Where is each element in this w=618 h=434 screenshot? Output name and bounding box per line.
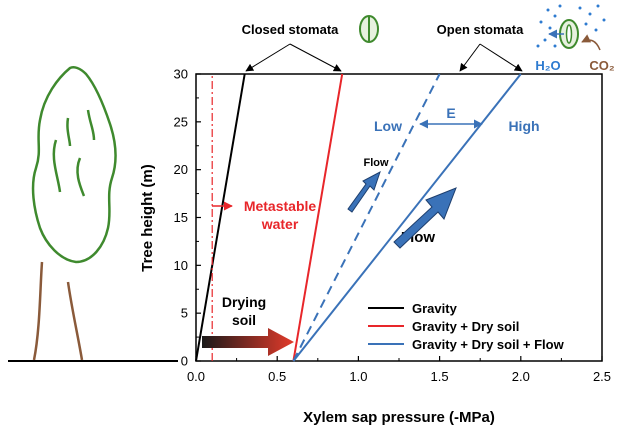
- open-stomata-label: Open stomata: [437, 22, 524, 37]
- legend-label: Gravity + Dry soil: [412, 319, 519, 334]
- legend: Gravity Gravity + Dry soil Gravity + Dry s…: [368, 301, 565, 352]
- drying-soil-label-line2: soil: [232, 312, 256, 328]
- water-vapor-dots-icon: [536, 4, 606, 48]
- tree-branch: [66, 117, 72, 147]
- tree-crown: [31, 66, 117, 264]
- open-stomata-icon: [559, 19, 579, 49]
- closed-stomata-arrow: [289, 43, 342, 72]
- h2o-label: H₂O: [535, 58, 560, 73]
- legend-label: Gravity: [412, 301, 458, 316]
- tree-trunk: [66, 281, 84, 361]
- metastable-label-line2: water: [261, 216, 299, 232]
- series-layer: [195, 73, 522, 362]
- closed-stomata-arrow: [245, 43, 291, 72]
- tree-branch: [86, 109, 96, 141]
- x-axis-label: Xylem sap pressure (-MPa): [303, 409, 495, 426]
- y-tick-label: 0: [181, 354, 188, 369]
- axis-tick-labels: 0.0 0.5 1.0 1.5 2.0 2.5 0 5 10 15 20 25 30: [174, 67, 612, 385]
- x-tick-label: 2.5: [593, 369, 611, 384]
- flow-small-arrow-icon: [347, 170, 381, 213]
- x-tick-label: 1.0: [349, 369, 367, 384]
- co2-label: CO₂: [589, 58, 615, 73]
- tree-trunk: [32, 261, 44, 361]
- legend-label: Gravity + Dry soil + Flow: [412, 337, 565, 352]
- series-line-3: [292, 73, 441, 362]
- y-tick-label: 25: [174, 114, 188, 129]
- y-tick-label: 30: [174, 67, 188, 82]
- drying-soil-arrow-icon: [202, 328, 294, 356]
- tree-branch: [52, 139, 62, 193]
- flow-small-label: Flow: [363, 157, 388, 169]
- low-label: Low: [374, 118, 402, 134]
- series-line-1: [292, 73, 344, 362]
- y-axis-label: Tree height (m): [139, 164, 156, 272]
- stomata-annotations: Closed stomata Open stomata H₂O CO₂: [242, 4, 615, 73]
- tree-illustration: [8, 66, 178, 362]
- plot-annotations: Low High E Flow Flow Metastable water Dr…: [202, 105, 540, 356]
- x-tick-label: 2.0: [512, 369, 530, 384]
- closed-stomata-icon: [359, 15, 379, 43]
- series-line-0: [195, 73, 246, 362]
- x-tick-label: 0.0: [187, 369, 205, 384]
- y-tick-label: 5: [181, 306, 188, 321]
- co2-arrow: [581, 34, 601, 51]
- tree-branch: [76, 157, 86, 197]
- high-label: High: [508, 118, 539, 134]
- y-tick-label: 15: [174, 210, 188, 225]
- open-stomata-arrow: [459, 43, 481, 72]
- x-tick-label: 0.5: [268, 369, 286, 384]
- closed-stomata-label: Closed stomata: [242, 22, 340, 37]
- drying-soil-label-line1: Drying: [222, 294, 266, 310]
- open-stomata-arrow: [479, 43, 523, 72]
- x-tick-label: 1.5: [431, 369, 449, 384]
- series-line-2: [292, 73, 522, 362]
- y-tick-label: 10: [174, 258, 188, 273]
- axis-ticks: [195, 73, 603, 362]
- y-tick-label: 20: [174, 162, 188, 177]
- evaporation-label: E: [446, 105, 455, 121]
- flow-large-arrow-icon: [393, 187, 457, 249]
- metastable-label-line1: Metastable: [244, 198, 317, 214]
